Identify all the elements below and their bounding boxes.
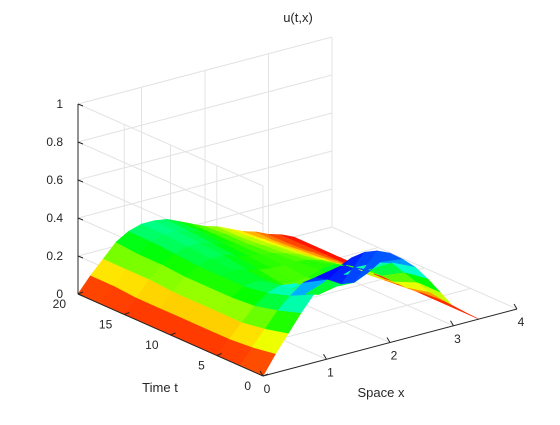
z-tick-mark	[77, 217, 84, 221]
surface-layer	[77, 218, 480, 377]
z-tick-label: 0.2	[46, 249, 63, 263]
z-tick-mark	[77, 103, 84, 107]
surface-patch	[442, 300, 480, 320]
y-tick-mark	[124, 312, 130, 315]
x-tick-mark	[259, 370, 264, 377]
y-axis-label: Time t	[142, 380, 178, 395]
x-tick-label: 4	[518, 315, 525, 329]
y-tick-label: 5	[198, 359, 205, 373]
y-tick-mark	[216, 353, 222, 356]
grid-line	[77, 36, 333, 105]
y-tick-mark	[170, 332, 176, 336]
grid-layer	[77, 36, 518, 377]
z-tick-label: 0.6	[46, 173, 63, 187]
z-tick-mark	[77, 293, 84, 297]
x-tick-mark	[513, 303, 518, 310]
x-axis-label: Space x	[358, 385, 405, 400]
z-tick-mark	[77, 179, 84, 183]
z-tick-label: 1	[56, 97, 63, 111]
chart-title: u(t,x)	[283, 10, 313, 25]
x-tick-label: 3	[454, 332, 461, 346]
x-tick-label: 1	[327, 365, 334, 379]
y-tick-mark	[77, 291, 84, 295]
grid-line	[77, 103, 264, 187]
x-tick-mark	[450, 320, 454, 327]
z-tick-mark	[77, 255, 84, 259]
z-tick-label: 0.4	[46, 211, 63, 225]
z-tick-label: 0	[56, 287, 63, 301]
y-tick-mark	[262, 373, 269, 377]
y-tick-label: 15	[99, 318, 113, 332]
x-tick-label: 2	[391, 349, 398, 363]
x-tick-mark	[323, 353, 327, 360]
y-tick-label: 10	[145, 338, 159, 352]
y-tick-label: 0	[244, 379, 251, 393]
grid-line	[77, 74, 333, 143]
grid-line	[77, 141, 264, 225]
grid-line	[77, 112, 333, 181]
z-tick-label: 0.8	[46, 135, 63, 149]
x-tick-label: 0	[264, 382, 271, 396]
y-tick-label: 20	[53, 297, 67, 311]
x-tick-mark	[386, 337, 391, 343]
grid-line	[77, 150, 333, 219]
z-tick-mark	[77, 141, 84, 145]
